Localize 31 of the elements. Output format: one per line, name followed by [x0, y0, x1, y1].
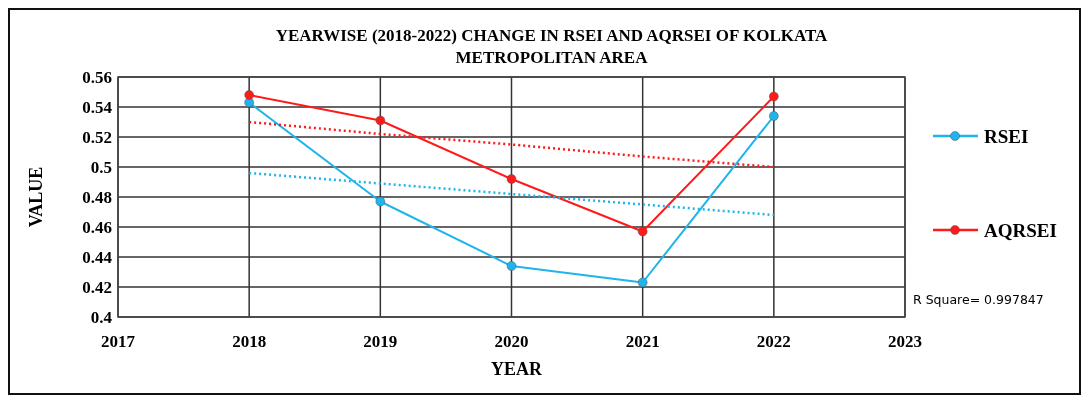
point: [769, 91, 779, 102]
point: [506, 261, 517, 271]
y-tick-label: 0.42: [82, 277, 112, 297]
text: R Square= 0.997847: [913, 292, 1044, 307]
point: [244, 90, 254, 100]
x-tick-label: 2020: [494, 332, 529, 351]
legend-label: RSEI: [984, 125, 1029, 147]
point: [375, 196, 386, 207]
y-tick-label: 0.48: [82, 187, 112, 207]
point: [769, 111, 779, 121]
x-tick-label: 2019: [363, 332, 398, 351]
x-axis-title: YEAR: [490, 359, 543, 379]
x-tick-label: 2023: [888, 332, 922, 351]
chart-title: YEARWISE (2018-2022) CHANGE IN RSEI AND AQRSEI OF KOLKATA METROPOLITAN AREA: [275, 26, 829, 67]
point: [375, 115, 386, 126]
y-tick-label: 0.4: [90, 307, 113, 327]
x-tick-label: 2022: [756, 332, 791, 351]
y-tick-label: 0.5: [90, 157, 112, 177]
point: [637, 226, 648, 237]
y-tick-label: 0.54: [82, 97, 113, 117]
y-tick-label: 0.46: [82, 217, 112, 237]
x-tick-label: 2017: [101, 332, 136, 351]
y-axis-title: VALUE: [26, 166, 46, 228]
point: [506, 174, 517, 184]
x-tick-label: 2018: [232, 332, 267, 351]
point: [637, 277, 648, 288]
y-tick-label: 0.56: [82, 67, 112, 87]
y-tick-label: 0.44: [82, 247, 113, 267]
y-tick-label: 0.52: [82, 127, 112, 147]
x-tick-label: 2021: [625, 332, 660, 351]
legend-label: AQRSEI: [984, 219, 1057, 241]
